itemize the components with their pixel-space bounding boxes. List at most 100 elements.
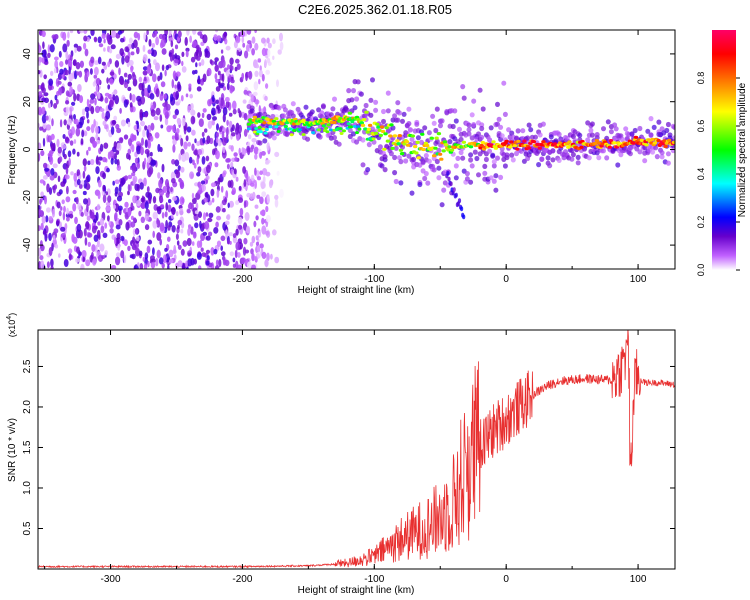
spectrogram-cell <box>116 232 121 240</box>
spectrogram-cell <box>201 184 206 192</box>
spectrogram-cell <box>356 125 361 129</box>
spectrogram-cell <box>48 232 52 242</box>
spectrogram-cell <box>454 192 458 198</box>
spectrogram-cell <box>254 204 259 209</box>
spectrogram-cell <box>531 140 537 144</box>
y-tick-label: 40 <box>22 48 33 60</box>
spectrogram-cell <box>436 175 442 181</box>
spectrogram-cell <box>280 122 285 126</box>
spectrogram-cell <box>171 225 176 233</box>
spectrogram-cell <box>171 178 176 184</box>
spectrogram-cell <box>150 261 156 269</box>
spectrogram-cell <box>145 191 151 198</box>
spectrogram-cell <box>398 159 404 165</box>
spectrogram-cell <box>171 135 175 140</box>
spectrogram-cell <box>130 221 136 228</box>
spectrogram-cell <box>86 111 89 119</box>
spectrogram-cell <box>217 139 222 147</box>
spectrogram-cell <box>87 160 91 166</box>
spectrogram-cell <box>324 126 329 130</box>
spectrogram-cell <box>177 30 182 38</box>
spectrogram-cell <box>220 245 223 251</box>
spectrogram-cell <box>413 145 418 149</box>
spectrogram-cell <box>80 211 84 217</box>
spectrogram-cell <box>390 146 395 150</box>
spectrogram-cell <box>594 132 600 138</box>
spectrogram-cell <box>218 126 223 133</box>
spectrogram-cell <box>570 133 576 140</box>
spectrogram-cell <box>137 262 140 267</box>
spectrogram-cell <box>136 162 141 169</box>
spectrogram-cell <box>159 114 163 122</box>
spectrogram-cell <box>495 155 500 161</box>
spectrogram-cell <box>176 240 180 246</box>
spectrogram-cell <box>250 182 255 187</box>
spectrogram-cell <box>87 146 91 152</box>
spectrogram-cell <box>177 260 183 268</box>
spectrogram-cell <box>264 95 268 102</box>
spectrogram-cell <box>59 119 63 128</box>
spectrogram-cell <box>99 243 105 252</box>
spectrogram-cell <box>332 120 337 125</box>
spectrogram-cell <box>86 150 89 156</box>
spectrogram-cell <box>192 40 197 48</box>
spectrogram-cell <box>432 154 437 158</box>
spectrogram-cell <box>83 228 87 237</box>
spectrogram-cell <box>261 225 267 235</box>
spectrogram-cell <box>256 194 261 199</box>
spectrogram-cell <box>95 105 100 114</box>
spectrogram-cell <box>243 237 248 245</box>
spectrogram-cell <box>110 44 116 50</box>
spectrogram-cell <box>177 119 182 126</box>
spectrogram-cell <box>588 127 594 133</box>
spectrogram-cell <box>143 157 147 165</box>
spectrogram-cell <box>449 181 453 187</box>
spectrogram-cell <box>115 53 121 60</box>
spectrogram-cell <box>94 97 97 106</box>
spectrogram-cell <box>69 213 74 219</box>
spectrogram-cell <box>663 144 668 149</box>
spectrogram-cell <box>601 126 606 132</box>
spectrogram-cell <box>253 146 259 155</box>
spectrogram-cell <box>424 143 430 148</box>
spectrogram-cell <box>656 119 662 125</box>
spectrogram-cell <box>43 60 49 66</box>
spectrogram-cell <box>132 206 135 211</box>
y-tick-label: -20 <box>22 190 33 205</box>
spectrogram-cell <box>38 260 42 269</box>
spectrogram-cell <box>68 66 71 75</box>
spectrogram-cell <box>227 202 230 209</box>
spectrogram-cell <box>434 106 440 112</box>
spectrogram-cell <box>458 136 464 143</box>
spectrogram-cell <box>150 109 156 117</box>
spectrogram-cell <box>187 252 191 257</box>
spectrogram-cell <box>90 93 96 100</box>
spectrogram-cell <box>206 67 212 77</box>
spectrogram-cell <box>303 104 309 110</box>
spectrogram-cell <box>388 151 394 157</box>
spectrogram-cell <box>540 121 546 127</box>
spectrogram-cell <box>514 150 519 157</box>
spectrogram-cell <box>134 229 138 235</box>
spectrogram-cell <box>97 190 101 200</box>
spectrogram-cell <box>147 260 150 268</box>
spectrogram-cell <box>438 123 443 129</box>
spectrogram-cell <box>128 154 131 161</box>
spectrogram-cell <box>167 236 171 242</box>
spectrogram-cell <box>101 255 105 260</box>
spectrogram-cell <box>270 253 273 260</box>
spectrogram-cell <box>41 49 47 58</box>
spectrogram-cell <box>354 96 360 102</box>
spectrogram-cell <box>149 93 155 100</box>
spectrogram-cell <box>170 40 174 48</box>
spectrogram-cell <box>423 171 429 177</box>
spectrogram-cell <box>96 155 99 163</box>
spectrogram-cell <box>99 217 105 226</box>
spectrogram-cell <box>65 59 69 65</box>
spectrogram-cell <box>216 35 222 42</box>
spectrogram-cell <box>147 156 151 164</box>
spectrogram-cell <box>604 155 610 161</box>
spectrogram-cell <box>400 118 405 124</box>
spectrogram-cell <box>80 138 84 145</box>
spectrogram-cell <box>665 151 671 157</box>
